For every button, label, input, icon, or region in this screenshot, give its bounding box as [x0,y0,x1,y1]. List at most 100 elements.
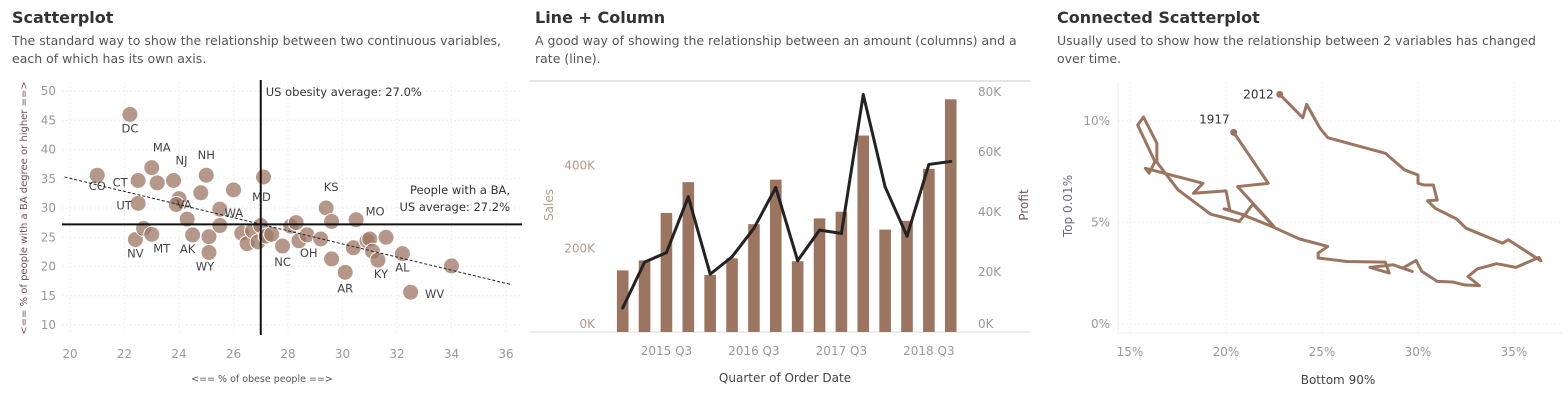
sales-bar [704,274,716,332]
data-point [88,166,106,184]
data-point [129,172,147,190]
profit-point [730,255,734,259]
data-point [263,225,281,243]
x-tick-label: 24 [171,347,186,361]
data-point [323,212,341,230]
profit-point [905,234,909,238]
data-point [323,250,341,268]
data-point [121,105,139,123]
x-tick-label: 32 [389,347,404,361]
point-label: NC [274,255,291,269]
sales-bar [901,220,913,332]
data-point [197,166,215,184]
data-point [178,210,196,228]
sales-bar [638,260,651,332]
start-point [1230,128,1238,136]
sales-bar [857,135,870,332]
reference-label-horizontal: People with a BA, [410,183,510,197]
x-tick-label: 36 [498,347,513,361]
subtitle-line: The standard way to show the relationshi… [12,33,502,48]
point-label: KS [324,180,339,194]
point-label: NV [127,247,144,261]
y-tick-label: 10 [41,318,56,332]
profit-point [621,306,625,310]
data-point [143,225,161,243]
connected-path [1136,93,1543,288]
data-point [274,237,292,255]
y-axis-label: <== % of people with a BA degree or high… [19,81,30,334]
sales-bar [682,182,695,332]
profit-point [818,228,822,232]
data-point [167,195,185,213]
data-point [211,217,229,235]
point-label: AK [180,242,196,256]
profit-point [883,185,887,189]
x-tick-label: 22 [117,347,132,361]
reference-label-vertical: US obesity average: 27.0% [266,85,422,99]
point-label: DC [122,121,139,135]
sales-bar [726,258,738,332]
left-tick-label: 400K [564,158,596,172]
sales-bar [813,218,826,332]
x-tick-label: 2015 Q3 [641,344,692,358]
data-point [225,181,242,199]
point-label: OH [300,246,318,260]
x-axis-label: <== % of obese people ==> [191,374,333,385]
x-tick-label: 28 [280,347,295,361]
left-axis-label: Sales [542,189,556,221]
data-point [200,243,218,261]
y-tick-label: 15 [41,289,56,303]
y-tick-label: 45 [41,113,56,127]
y-tick-label: 5% [1091,216,1110,230]
right-tick-label: 20K [978,265,1002,279]
x-tick-label: 20% [1213,345,1240,359]
data-point [312,230,330,248]
x-axis-label: Bottom 90% [1301,373,1376,387]
trend-line [64,176,512,286]
data-point [184,226,202,244]
x-tick-label: 34 [444,347,459,361]
point-label: UT [116,198,132,212]
y-tick-label: 35 [41,172,56,186]
point-label: NH [198,148,215,162]
sales-bar [791,261,804,332]
x-tick-label: 20 [62,347,77,361]
x-tick-label: 26 [226,347,241,361]
profit-point [949,159,953,163]
panel-title: Scatterplot [12,8,114,27]
y-tick-label: 10% [1083,114,1110,128]
point-label: CT [113,176,129,190]
right-tick-label: 0K [978,317,995,331]
profit-point [927,162,931,166]
subtitle-line: rate (line). [535,51,601,66]
data-point [192,184,210,202]
data-point [254,168,272,186]
reference-label-horizontal: US average: 27.2% [399,200,510,214]
data-point [148,174,166,192]
y-tick-label: 0% [1091,317,1110,331]
data-point [443,257,460,275]
point-label: MT [153,241,171,255]
x-tick-label: 15% [1117,345,1144,359]
x-tick-label: 2018 Q3 [903,344,954,358]
point-label: AL [395,261,410,275]
profit-point [643,260,647,264]
y-tick-label: 50 [41,84,56,98]
right-tick-label: 60K [978,145,1002,159]
data-point [143,159,161,177]
x-tick-label: 35% [1501,345,1528,359]
point-label: CO [89,179,106,193]
subtitle-line: each of which has its own axis. [12,51,207,66]
sales-bar [879,229,891,332]
profit-point [664,251,668,255]
profit-point [708,272,712,276]
data-point [336,263,354,281]
right-tick-label: 40K [978,205,1002,219]
x-axis-label: Quarter of Order Date [719,371,851,385]
end-label: 2012 [1243,87,1274,101]
panel-subtitle: A good way of showing the relationship b… [535,32,1017,68]
point-label: MO [366,205,385,219]
panel-title: Connected Scatterplot [1057,8,1260,27]
